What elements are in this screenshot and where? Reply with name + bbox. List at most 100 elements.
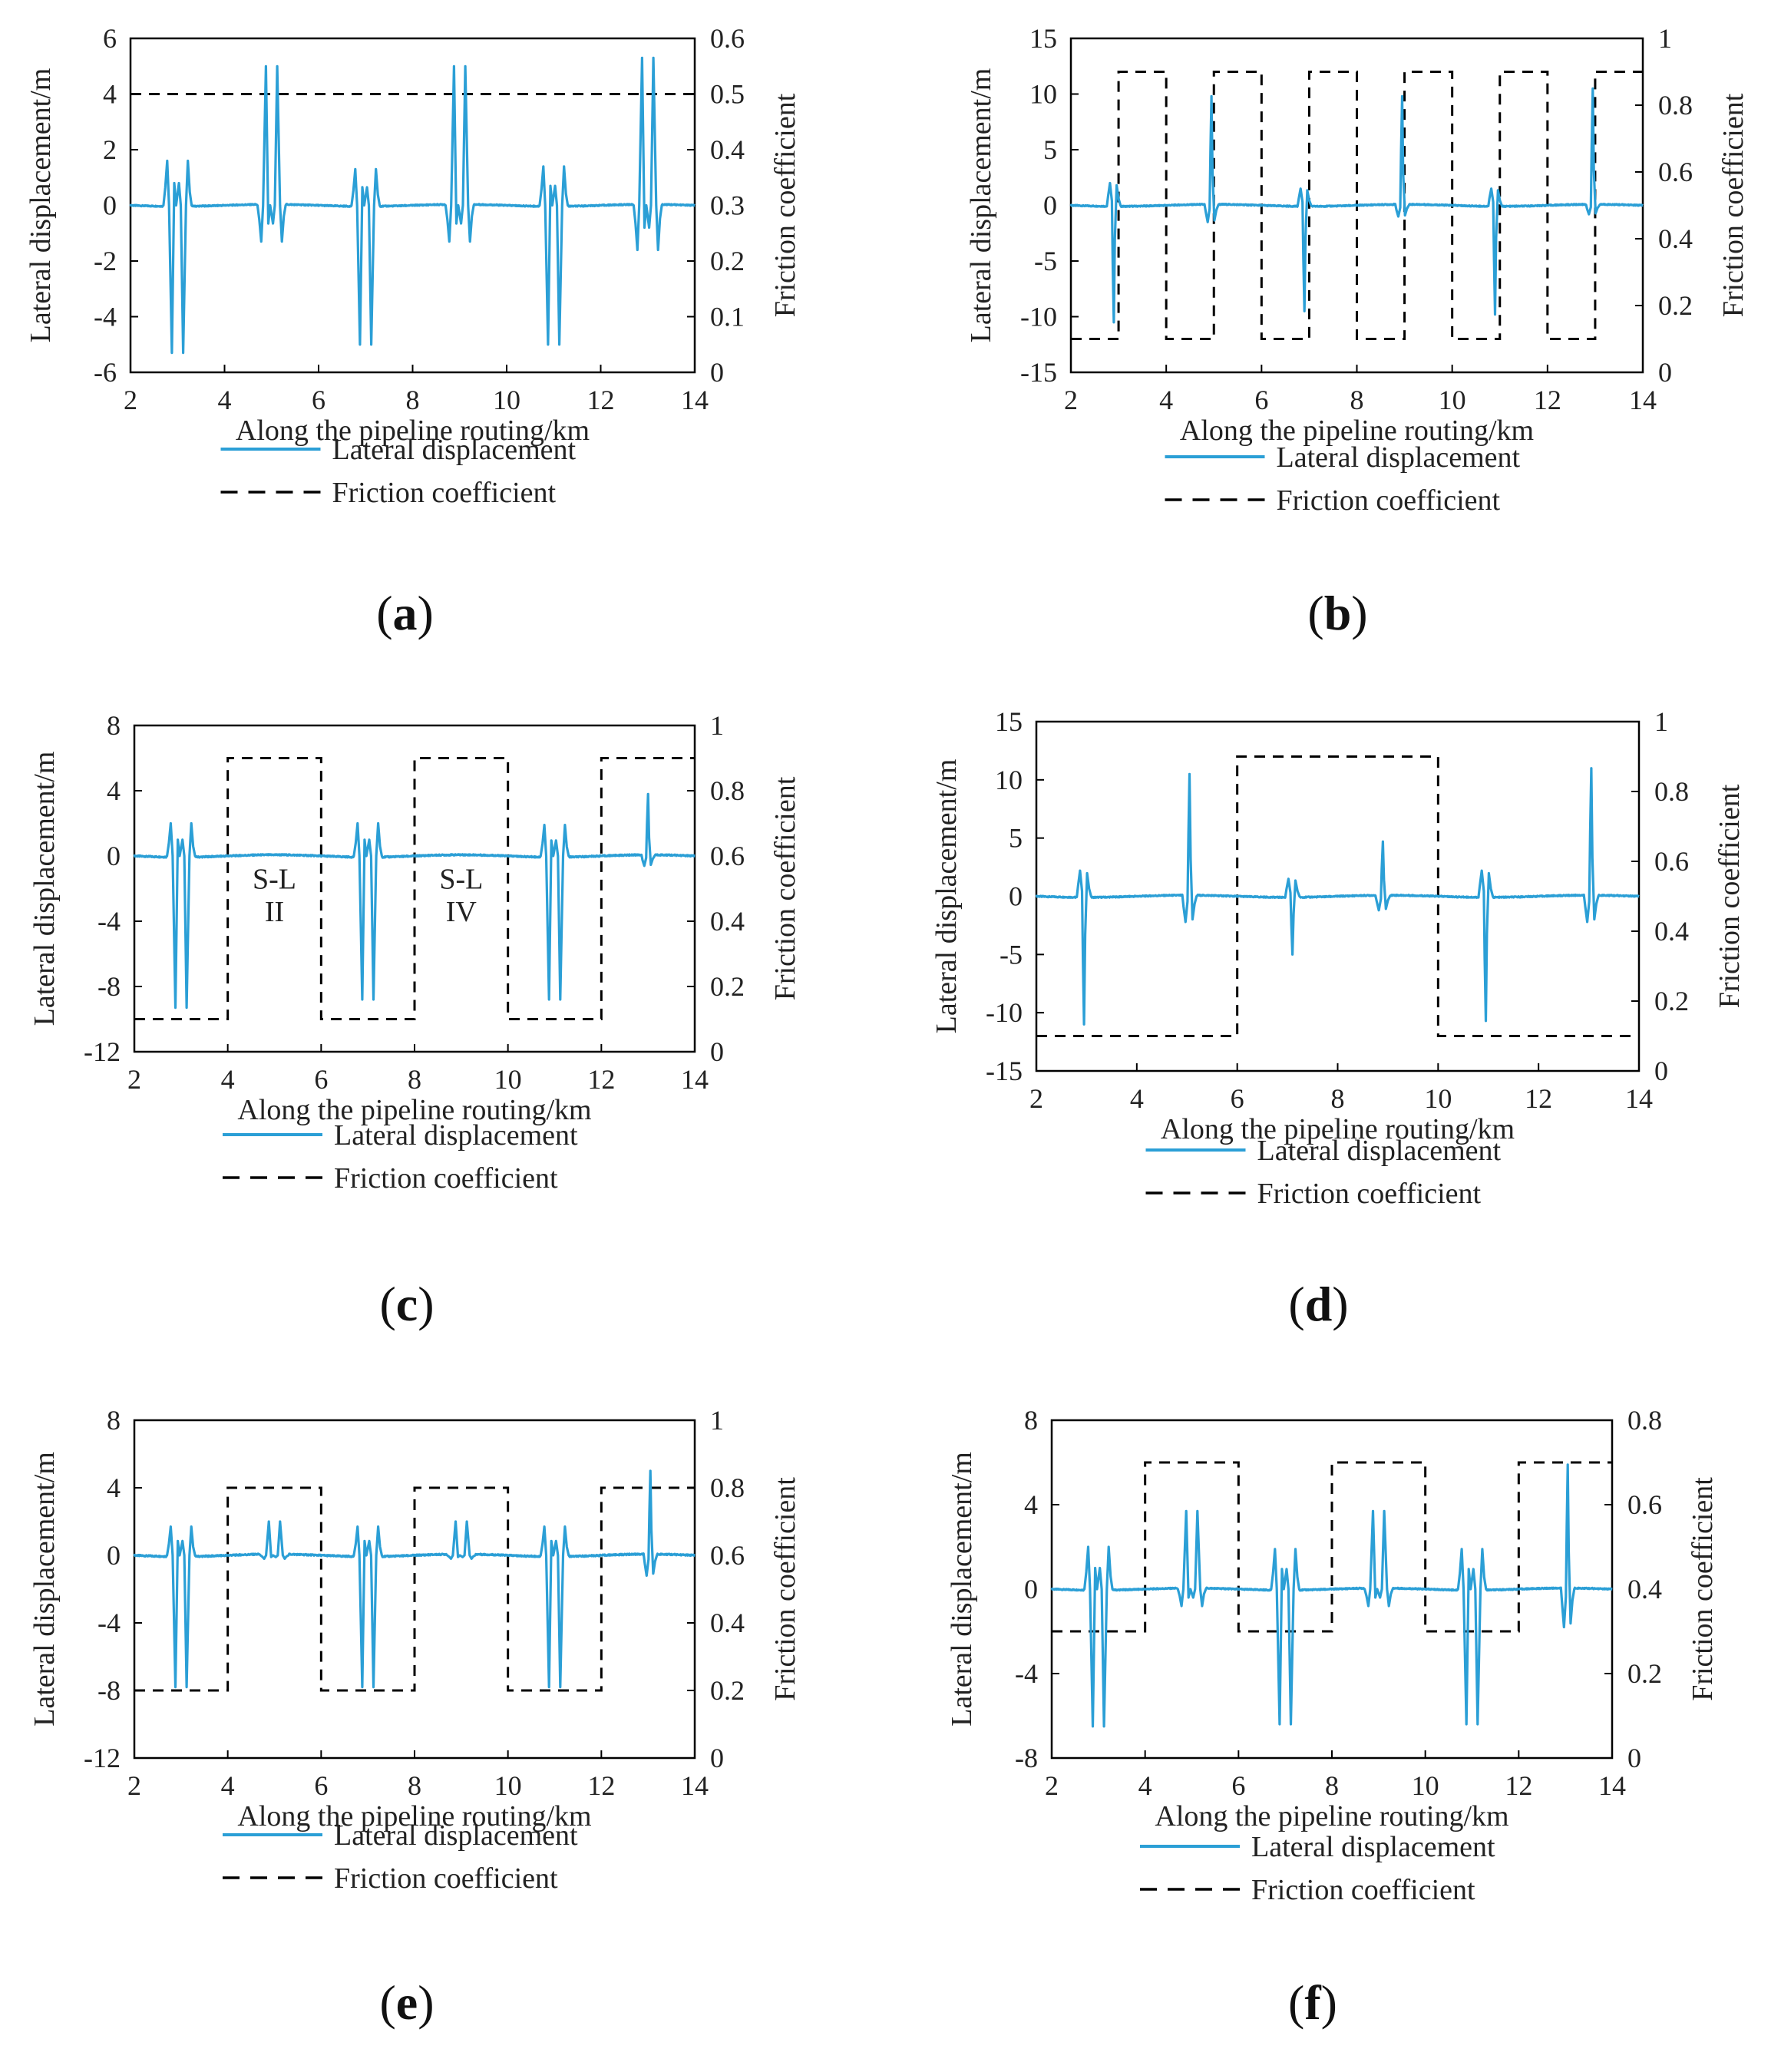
x-tick-label: 14 xyxy=(1629,385,1657,415)
panel-label: (c) xyxy=(379,1277,434,1331)
y-right-tick-label: 0 xyxy=(710,1036,724,1067)
x-tick-label: 6 xyxy=(312,385,325,415)
x-tick-label: 14 xyxy=(681,385,709,415)
chart-panel-d: 2 4 6 8 10 12 14 15 10 5 0 -5 -10 -15 1 0.8 0.6 0.4 0.2 0 Al… xyxy=(930,706,1746,1331)
x-tick-label: 12 xyxy=(587,385,615,415)
y-left-axis-title: Lateral displacement/m xyxy=(28,752,61,1026)
y-left-tick-label: -12 xyxy=(84,1743,121,1773)
y-left-tick-label: 4 xyxy=(107,1472,121,1503)
x-tick-label: 6 xyxy=(1254,385,1268,415)
y-right-tick-label: 1 xyxy=(710,1405,724,1436)
y-right-tick-label: 0.8 xyxy=(710,775,745,806)
y-right-tick-label: 1 xyxy=(1658,23,1672,54)
panel-label: (a) xyxy=(376,586,434,640)
x-tick-label: 10 xyxy=(1412,1770,1439,1801)
plot-frame xyxy=(133,1419,696,1760)
legend-label-friction: Friction coefficient xyxy=(334,1162,558,1195)
legend-label-friction: Friction coefficient xyxy=(332,477,557,509)
x-axis-title: Along the pipeline routing/km xyxy=(1161,1113,1515,1145)
x-axis-title: Along the pipeline routing/km xyxy=(237,1800,591,1832)
y-left-axis-title: Lateral displacement/m xyxy=(965,68,997,343)
x-tick-label: 10 xyxy=(1424,1083,1452,1114)
legend-label-displacement: Lateral displacement xyxy=(1277,441,1521,474)
x-tick-label: 12 xyxy=(587,1064,615,1095)
y-right-tick-label: 0 xyxy=(1654,1056,1668,1086)
x-tick-label: 4 xyxy=(221,1064,235,1095)
y-left-tick-label: 6 xyxy=(103,23,117,54)
x-tick-label: 12 xyxy=(1525,1083,1552,1114)
y-left-tick-label: -4 xyxy=(94,302,117,332)
x-tick-label: 12 xyxy=(587,1770,615,1801)
y-left-tick-label: -10 xyxy=(986,997,1023,1028)
chart-panel-f: 2 4 6 8 10 12 14 8 4 0 -4 -8 0.8 0.6 0.4 0.2 0 Along the … xyxy=(946,1405,1719,2030)
y-right-tick-label: 0.4 xyxy=(1658,223,1693,254)
panel-label-letter: a xyxy=(393,586,418,640)
panel-label-paren: ) xyxy=(1321,1975,1337,2030)
y-right-tick-label: 0 xyxy=(1658,357,1672,388)
y-right-tick-label: 0.8 xyxy=(1658,90,1693,121)
x-tick-label: 10 xyxy=(494,1064,522,1095)
x-tick-label: 2 xyxy=(127,1064,141,1095)
panel-label-paren: ( xyxy=(1307,586,1323,640)
x-tick-label: 6 xyxy=(314,1064,328,1095)
panel-label-letter: f xyxy=(1304,1975,1321,2030)
y-right-tick-label: 0.2 xyxy=(710,1675,745,1706)
legend-label-displacement: Lateral displacement xyxy=(332,434,577,466)
panel-label: (b) xyxy=(1307,586,1367,640)
chart-panel-c: 2 4 6 8 10 12 14 8 4 0 -4 -8 -12 1 0.8 0.6 0.4 0.2 0 Along … xyxy=(28,710,801,1331)
y-right-tick-label: 0.4 xyxy=(710,1608,745,1638)
y-right-tick-label: 0.4 xyxy=(710,134,745,165)
y-right-tick-label: 0.4 xyxy=(1627,1574,1662,1604)
x-tick-label: 6 xyxy=(1231,1770,1245,1801)
panel-label-letter: d xyxy=(1305,1277,1333,1331)
y-left-tick-label: 0 xyxy=(107,841,121,871)
y-left-tick-label: -15 xyxy=(986,1056,1023,1086)
section-annotation: S-L xyxy=(253,864,296,896)
y-right-axis-title: Friction coefficient xyxy=(769,93,801,317)
y-left-tick-label: -5 xyxy=(1000,939,1023,970)
y-right-tick-label: 0.8 xyxy=(1654,776,1689,807)
panel-label-paren: ) xyxy=(418,1975,434,2030)
y-right-tick-label: 0.6 xyxy=(1627,1489,1662,1520)
friction-coefficient-line xyxy=(134,757,695,1020)
y-left-tick-label: -12 xyxy=(84,1036,121,1067)
y-left-axis-title: Lateral displacement/m xyxy=(28,1452,61,1727)
y-right-tick-label: 0.2 xyxy=(1658,290,1693,321)
lateral-displacement-line xyxy=(133,1469,696,1689)
x-tick-label: 10 xyxy=(1439,385,1466,415)
y-right-tick-label: 0.4 xyxy=(1654,916,1689,947)
legend-label-displacement: Lateral displacement xyxy=(334,1119,578,1152)
panel-label: (f) xyxy=(1288,1975,1337,2030)
y-left-tick-label: 0 xyxy=(1024,1574,1038,1604)
y-left-tick-label: -6 xyxy=(94,357,117,388)
panel-label-letter: b xyxy=(1324,586,1352,640)
section-annotation: S-L xyxy=(439,864,483,896)
y-left-tick-label: -4 xyxy=(97,1608,121,1638)
legend-label-friction: Friction coefficient xyxy=(1277,484,1501,517)
friction-coefficient-line xyxy=(1036,755,1639,1037)
x-tick-label: 12 xyxy=(1505,1770,1532,1801)
x-tick-label: 8 xyxy=(406,385,420,415)
panel-label-paren: ) xyxy=(1351,586,1367,640)
section-annotation: IV xyxy=(446,896,477,928)
y-left-tick-label: 0 xyxy=(107,1540,121,1571)
y-right-tick-label: 0.6 xyxy=(1654,846,1689,877)
x-tick-label: 8 xyxy=(1350,385,1364,415)
y-right-tick-label: 0.2 xyxy=(1627,1658,1662,1689)
x-tick-label: 2 xyxy=(124,385,137,415)
y-left-tick-label: 15 xyxy=(1029,23,1057,54)
y-left-tick-label: -4 xyxy=(97,906,121,937)
y-left-tick-label: 4 xyxy=(1024,1489,1038,1520)
y-left-tick-label: 10 xyxy=(1029,79,1057,110)
y-left-tick-label: 0 xyxy=(103,190,117,221)
x-tick-label: 2 xyxy=(1045,1770,1059,1801)
x-tick-label: 10 xyxy=(493,385,520,415)
y-left-axis-title: Lateral displacement/m xyxy=(946,1452,978,1727)
y-right-tick-label: 0.2 xyxy=(710,971,745,1002)
chart-panel-b: 2 4 6 8 10 12 14 15 10 5 0 -5 -10 -15 1 0.8 0.6 0.4 0.2 0 Al… xyxy=(965,23,1750,640)
y-left-tick-label: 8 xyxy=(107,1405,121,1436)
x-tick-label: 8 xyxy=(408,1064,421,1095)
y-left-tick-label: -8 xyxy=(97,1675,121,1706)
x-tick-label: 4 xyxy=(1138,1770,1152,1801)
